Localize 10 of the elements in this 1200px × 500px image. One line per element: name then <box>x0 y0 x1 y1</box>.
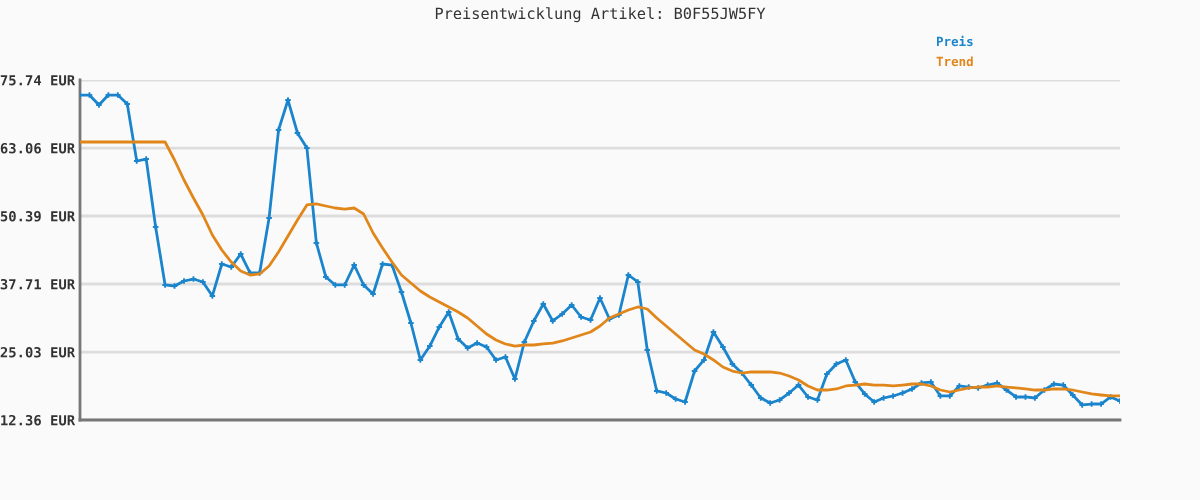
y-tick-label: 75.74 EUR <box>0 75 76 86</box>
y-tick-label: 50.39 EUR <box>0 210 76 222</box>
line-series <box>80 140 1120 398</box>
y-tick-label: 12.36 EUR <box>1 414 76 426</box>
text: Trend <box>936 56 973 67</box>
y-tick-label: 37.71 EUR <box>0 278 76 290</box>
y-tick-label: 63.06 EUR <box>0 142 76 154</box>
y-tick-label: 25.03 EUR <box>0 347 76 358</box>
chart-title: Preisentwicklung Artikel: B0F55JW5FY <box>435 7 766 23</box>
text: Preis <box>936 35 973 47</box>
